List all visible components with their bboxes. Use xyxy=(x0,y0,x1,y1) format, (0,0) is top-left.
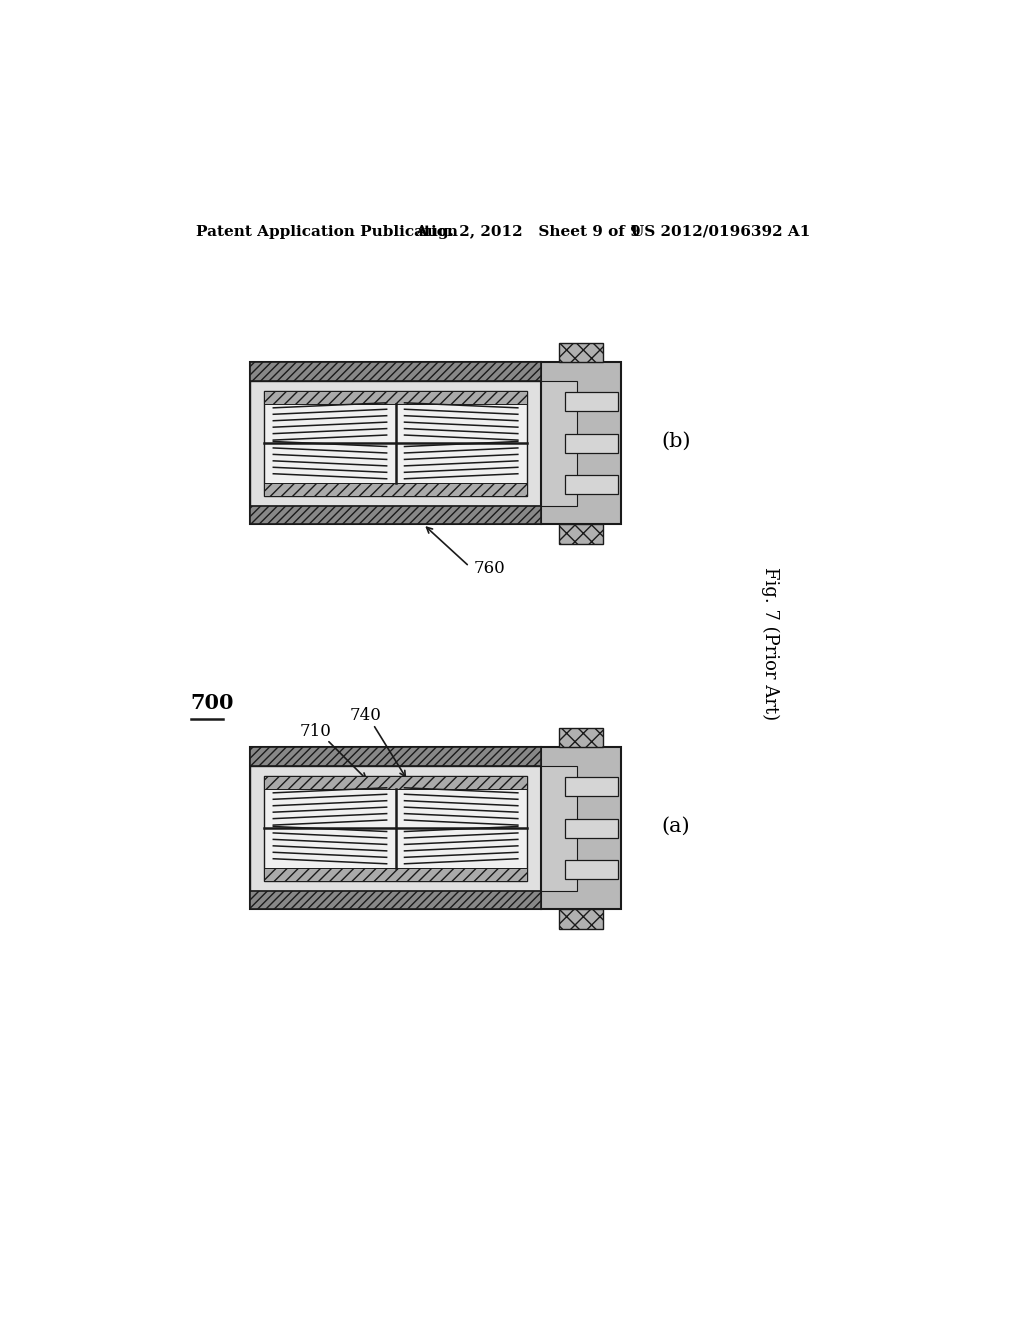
Bar xyxy=(250,747,542,909)
Bar xyxy=(542,381,578,506)
Bar xyxy=(250,381,542,506)
Bar xyxy=(250,506,542,524)
Bar xyxy=(250,747,542,766)
Bar xyxy=(542,747,621,909)
Text: 760: 760 xyxy=(473,560,505,577)
Bar xyxy=(264,776,526,788)
Bar xyxy=(565,777,617,796)
Bar xyxy=(250,891,542,909)
Bar xyxy=(565,434,617,453)
Bar xyxy=(565,818,617,838)
Bar xyxy=(264,391,526,404)
Text: (a): (a) xyxy=(662,817,690,836)
Text: Fig. 7 (Prior Art): Fig. 7 (Prior Art) xyxy=(761,566,779,721)
Bar xyxy=(559,909,603,928)
Bar xyxy=(542,766,578,891)
Bar xyxy=(250,363,542,381)
Text: Patent Application Publication: Patent Application Publication xyxy=(196,224,458,239)
Text: Aug. 2, 2012   Sheet 9 of 9: Aug. 2, 2012 Sheet 9 of 9 xyxy=(416,224,641,239)
Bar xyxy=(565,861,617,879)
Text: 740: 740 xyxy=(350,708,382,725)
Text: 700: 700 xyxy=(190,693,234,713)
Bar xyxy=(542,363,621,524)
Bar xyxy=(559,729,603,747)
Bar xyxy=(264,776,526,880)
Bar xyxy=(559,524,603,544)
Bar xyxy=(559,343,603,363)
Bar xyxy=(264,483,526,495)
Bar xyxy=(565,475,617,494)
Bar xyxy=(264,869,526,880)
Bar xyxy=(250,766,542,891)
Bar xyxy=(565,392,617,412)
Bar xyxy=(250,363,542,524)
Text: 710: 710 xyxy=(300,723,332,741)
Text: (b): (b) xyxy=(662,432,691,450)
Bar xyxy=(264,391,526,495)
Text: US 2012/0196392 A1: US 2012/0196392 A1 xyxy=(631,224,810,239)
